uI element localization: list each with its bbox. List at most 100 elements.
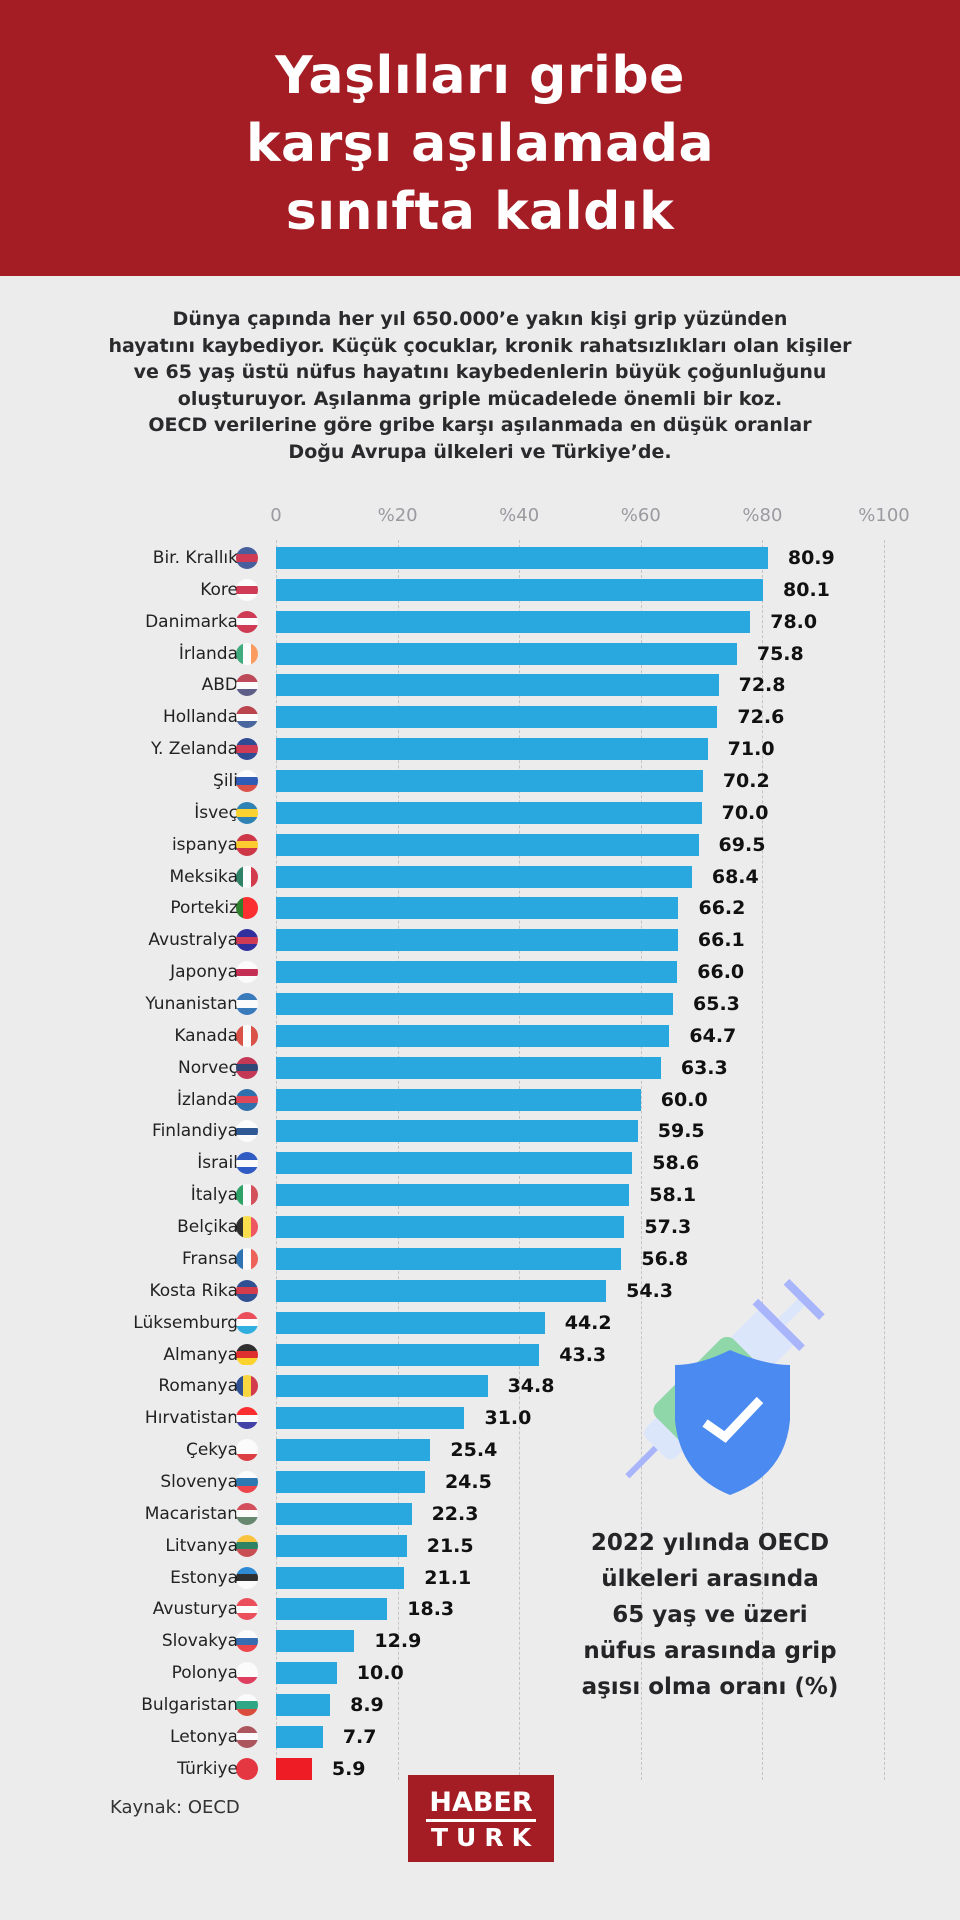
value-label: 58.1 xyxy=(649,1184,697,1207)
intro-line: hayatını kaybediyor. Küçük çocuklar, kro… xyxy=(108,334,852,357)
category-label: Polonya xyxy=(171,1663,238,1684)
category-label: Kore xyxy=(200,579,238,600)
value-label: 12.9 xyxy=(374,1630,422,1653)
category-label: İzlanda xyxy=(176,1089,238,1110)
bar xyxy=(276,770,703,793)
flag-icon xyxy=(236,1470,258,1493)
value-label: 66.2 xyxy=(698,897,746,920)
flag-icon xyxy=(236,1598,258,1621)
value-label: 80.9 xyxy=(787,547,835,569)
value-label: 69.5 xyxy=(718,833,766,856)
bar xyxy=(276,1311,545,1334)
category-label: Norveç xyxy=(178,1057,238,1078)
logo-line2: TURK xyxy=(431,1823,539,1852)
value-label: 70.2 xyxy=(722,770,770,793)
bar xyxy=(276,865,692,888)
flag-icon xyxy=(236,770,258,792)
caption-line: 65 yaş ve üzeri xyxy=(612,1602,808,1628)
bar xyxy=(276,1120,638,1143)
x-tick-label: %60 xyxy=(620,505,661,526)
category-label: Almanya xyxy=(163,1344,238,1365)
bar xyxy=(276,1630,355,1653)
title-line: Yaşlıları gribe xyxy=(275,46,685,106)
bar xyxy=(276,578,763,601)
bar xyxy=(276,610,751,633)
category-label: Hollanda xyxy=(162,707,238,728)
bar xyxy=(276,833,699,856)
value-label: 8.9 xyxy=(350,1693,384,1716)
flag-icon xyxy=(236,1662,258,1685)
category-label: Y. Zelanda xyxy=(151,739,238,760)
bar xyxy=(276,1279,607,1302)
flag-icon xyxy=(236,1725,258,1748)
category-label: İsrail xyxy=(197,1153,238,1174)
value-label: 60.0 xyxy=(660,1088,708,1111)
bar xyxy=(276,1184,630,1207)
logo-divider xyxy=(426,1819,536,1822)
flag-icon xyxy=(236,1502,258,1525)
value-label: 22.3 xyxy=(431,1502,479,1525)
value-label: 5.9 xyxy=(331,1757,366,1780)
category-label: Slovakya xyxy=(161,1631,238,1652)
bar xyxy=(276,929,678,952)
title-line: sınıfta kaldık xyxy=(285,182,675,242)
value-label: 75.8 xyxy=(756,642,804,665)
value-label: 58.6 xyxy=(652,1152,700,1175)
intro-line: ve 65 yaş üstü nüfus hayatını kaybedenle… xyxy=(133,361,827,383)
value-label: 70.0 xyxy=(721,801,769,824)
category-label: Slovenya xyxy=(160,1471,238,1492)
value-label: 44.2 xyxy=(564,1311,612,1334)
bar xyxy=(276,674,719,697)
intro-line: Doğu Avrupa ülkeleri ve Türkiye’de. xyxy=(288,440,672,463)
flag-icon xyxy=(236,833,258,856)
bar xyxy=(276,642,737,665)
value-label: 78.0 xyxy=(770,610,818,633)
category-label: Hırvatistan xyxy=(144,1408,238,1429)
bar xyxy=(276,1502,412,1525)
bar xyxy=(276,1566,405,1589)
category-label: Türkiye xyxy=(177,1758,238,1779)
bar xyxy=(276,1088,641,1111)
intro-text: Dünya çapında her yıl 650.000’e yakın ki… xyxy=(60,306,900,465)
value-label: 34.8 xyxy=(507,1375,555,1398)
category-label: Portekiz xyxy=(170,898,238,919)
value-label: 21.1 xyxy=(424,1566,472,1589)
x-tick-label: %20 xyxy=(377,505,418,526)
bar xyxy=(276,961,678,984)
category-label: Lüksemburg xyxy=(133,1312,238,1333)
flag-icon xyxy=(236,961,258,984)
value-label: 68.4 xyxy=(711,865,759,888)
bar xyxy=(276,1662,337,1685)
category-label: Letonya xyxy=(170,1726,238,1747)
value-label: 10.0 xyxy=(356,1662,404,1685)
bar xyxy=(276,1439,431,1462)
value-label: 18.3 xyxy=(407,1598,455,1621)
category-label: ABD xyxy=(201,675,238,696)
value-label: 80.1 xyxy=(783,578,830,601)
flag-icon xyxy=(236,1693,258,1716)
category-label: Bir. Krallık xyxy=(152,548,238,568)
bar xyxy=(276,1152,633,1175)
gridline xyxy=(762,540,764,1780)
flag-icon xyxy=(236,642,258,665)
flag-icon xyxy=(236,1279,258,1302)
category-label: Macaristan xyxy=(144,1503,238,1524)
category-label: Estonya xyxy=(170,1567,238,1588)
value-label: 71.0 xyxy=(727,738,775,761)
syringe-shield-icon xyxy=(625,1278,825,1495)
category-label: Şili xyxy=(213,771,238,792)
flag-icon xyxy=(236,738,258,761)
flag-icon xyxy=(236,1056,258,1079)
bar xyxy=(276,1534,407,1557)
category-label: Litvanya xyxy=(165,1535,238,1556)
x-tick-label: %40 xyxy=(499,505,540,526)
flag-icon xyxy=(236,1757,258,1780)
flag-icon xyxy=(236,801,258,824)
intro-line: oluşturuyor. Aşılanma griple mücadelede … xyxy=(177,387,783,410)
haberturk-logo: HABER TURK xyxy=(408,1775,554,1862)
category-label: Belçika xyxy=(177,1217,238,1238)
bar xyxy=(276,993,674,1016)
category-label: Danimarka xyxy=(145,611,238,632)
bar xyxy=(276,706,718,729)
category-label: ispanya xyxy=(171,834,238,855)
